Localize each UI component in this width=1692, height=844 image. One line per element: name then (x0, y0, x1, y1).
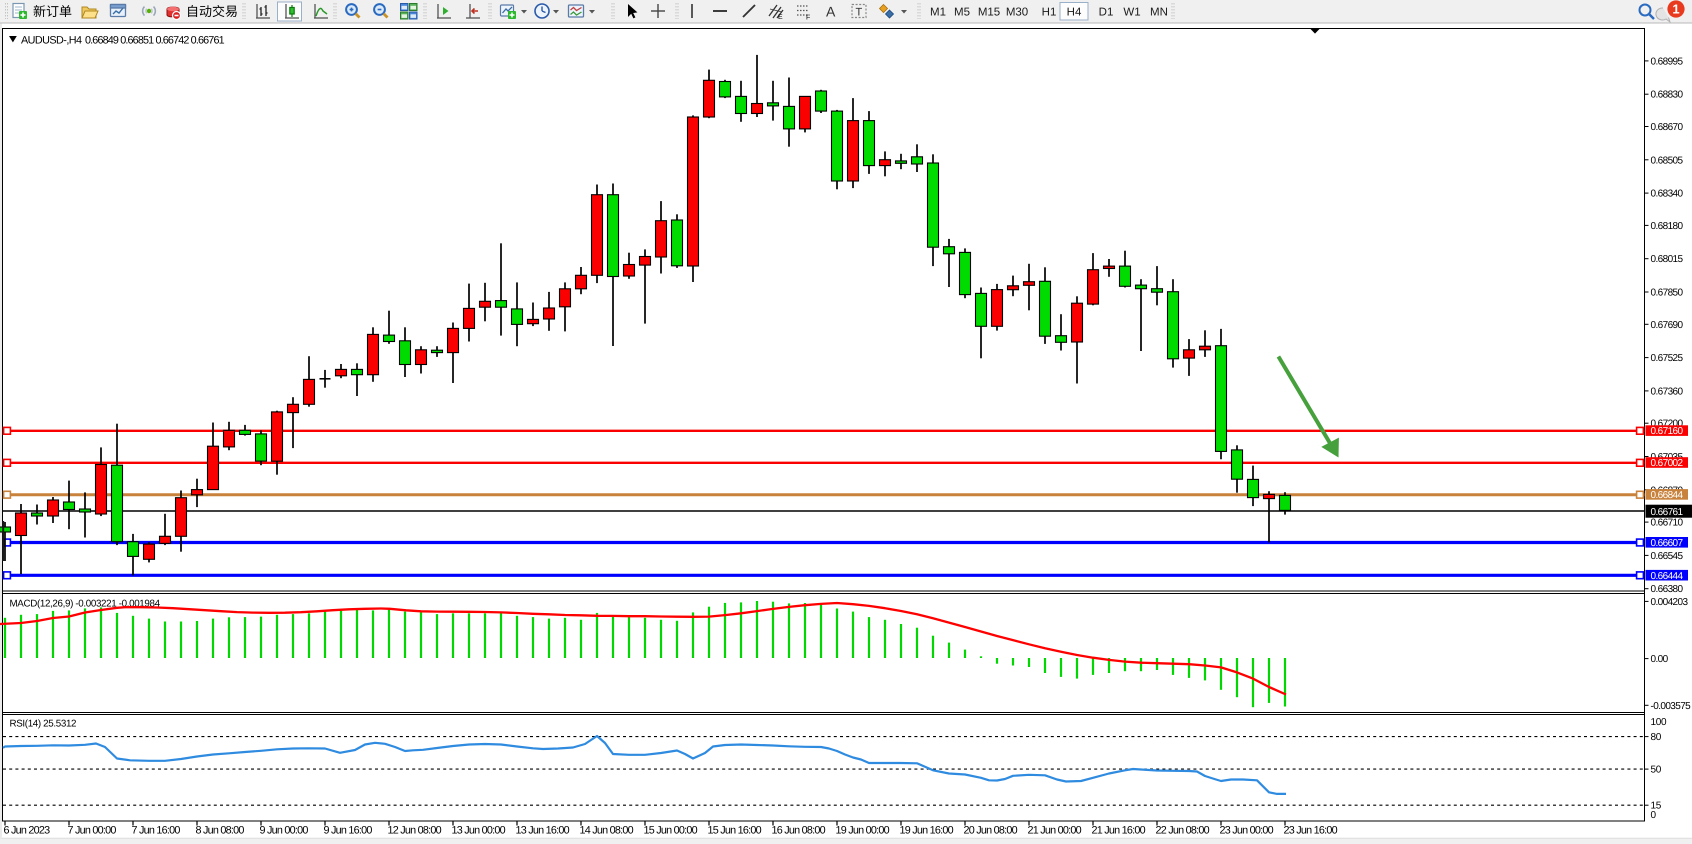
svg-text:15 Jun 00:00: 15 Jun 00:00 (644, 825, 698, 837)
svg-text:0.67525: 0.67525 (1651, 353, 1684, 364)
svg-text:0.66761: 0.66761 (1651, 507, 1684, 518)
svg-text:T: T (856, 7, 863, 19)
svg-text:0.67160: 0.67160 (1651, 426, 1684, 437)
svg-text:0.67360: 0.67360 (1651, 386, 1684, 397)
svg-text:0.66710: 0.66710 (1651, 518, 1684, 529)
svg-text:0.67850: 0.67850 (1651, 288, 1684, 299)
svg-text:8 Jun 08:00: 8 Jun 08:00 (196, 825, 245, 837)
svg-text:RSI(14) 25.5312: RSI(14) 25.5312 (10, 719, 77, 730)
svg-text:23 Jun 00:00: 23 Jun 00:00 (1220, 825, 1274, 837)
svg-text:15: 15 (1651, 801, 1662, 812)
svg-text:自动交易: 自动交易 (186, 4, 238, 19)
svg-text:21 Jun 00:00: 21 Jun 00:00 (1028, 825, 1082, 837)
svg-text:9 Jun 16:00: 9 Jun 16:00 (324, 825, 373, 837)
svg-text:9 Jun 00:00: 9 Jun 00:00 (260, 825, 309, 837)
svg-text:0.67690: 0.67690 (1651, 320, 1684, 331)
svg-text:0.66545: 0.66545 (1651, 551, 1684, 562)
svg-text:0.68015: 0.68015 (1651, 254, 1684, 265)
svg-text:22 Jun 08:00: 22 Jun 08:00 (1156, 825, 1210, 837)
svg-text:M5: M5 (954, 7, 970, 19)
svg-text:0.68670: 0.68670 (1651, 122, 1684, 133)
svg-text:21 Jun 16:00: 21 Jun 16:00 (1092, 825, 1146, 837)
svg-text:0.66444: 0.66444 (1651, 571, 1684, 582)
svg-text:0.68340: 0.68340 (1651, 189, 1684, 200)
svg-text:MN: MN (1150, 7, 1168, 19)
svg-text:W1: W1 (1123, 7, 1140, 19)
svg-text:D1: D1 (1099, 7, 1114, 19)
svg-text:7 Jun 00:00: 7 Jun 00:00 (68, 825, 117, 837)
svg-text:M30: M30 (1006, 7, 1028, 19)
svg-text:100: 100 (1651, 717, 1668, 728)
svg-text:12 Jun 08:00: 12 Jun 08:00 (388, 825, 442, 837)
svg-text:14 Jun 08:00: 14 Jun 08:00 (580, 825, 634, 837)
svg-text:80: 80 (1651, 732, 1662, 743)
svg-text:-0.003575: -0.003575 (1651, 701, 1692, 712)
svg-text:0.66380: 0.66380 (1651, 584, 1684, 595)
svg-text:6 Jun 2023: 6 Jun 2023 (4, 825, 51, 837)
svg-text:0.68830: 0.68830 (1651, 90, 1684, 101)
svg-text:19 Jun 00:00: 19 Jun 00:00 (836, 825, 890, 837)
svg-text:0.68995: 0.68995 (1651, 56, 1684, 67)
svg-text:0.66844: 0.66844 (1651, 490, 1684, 501)
svg-text:50: 50 (1651, 765, 1662, 776)
svg-text:0.004203: 0.004203 (1651, 597, 1689, 608)
svg-text:15 Jun 16:00: 15 Jun 16:00 (708, 825, 762, 837)
svg-text:13 Jun 00:00: 13 Jun 00:00 (452, 825, 506, 837)
svg-text:20 Jun 08:00: 20 Jun 08:00 (964, 825, 1018, 837)
svg-text:0.00: 0.00 (1651, 654, 1669, 665)
svg-text:0.68180: 0.68180 (1651, 221, 1684, 232)
svg-text:F: F (806, 15, 810, 22)
svg-text:AUDUSD-,H4: AUDUSD-,H4 (21, 34, 82, 46)
svg-text:7 Jun 16:00: 7 Jun 16:00 (132, 825, 181, 837)
svg-text:MACD(12,26,9) -0.003221 -0.001: MACD(12,26,9) -0.003221 -0.001984 (10, 599, 161, 610)
svg-text:0.68505: 0.68505 (1651, 155, 1684, 166)
svg-text:0.67002: 0.67002 (1651, 458, 1684, 469)
svg-text:16 Jun 08:00: 16 Jun 08:00 (772, 825, 826, 837)
svg-text:1: 1 (1672, 2, 1679, 17)
svg-text:H4: H4 (1067, 7, 1082, 19)
svg-text:0.66849 0.66851 0.66742 0.6676: 0.66849 0.66851 0.66742 0.66761 (85, 34, 225, 46)
svg-text:新订单: 新订单 (33, 4, 72, 19)
svg-text:23 Jun 16:00: 23 Jun 16:00 (1284, 825, 1338, 837)
svg-text:H1: H1 (1042, 7, 1057, 19)
svg-text:0: 0 (1651, 810, 1657, 821)
svg-text:0.67200: 0.67200 (1651, 419, 1684, 430)
svg-text:M15: M15 (978, 7, 1000, 19)
svg-text:E: E (778, 14, 783, 21)
svg-text:13 Jun 16:00: 13 Jun 16:00 (516, 825, 570, 837)
svg-text:A: A (826, 4, 836, 20)
svg-text:19 Jun 16:00: 19 Jun 16:00 (900, 825, 954, 837)
svg-text:M1: M1 (930, 7, 946, 19)
svg-text:0.66607: 0.66607 (1651, 538, 1684, 549)
